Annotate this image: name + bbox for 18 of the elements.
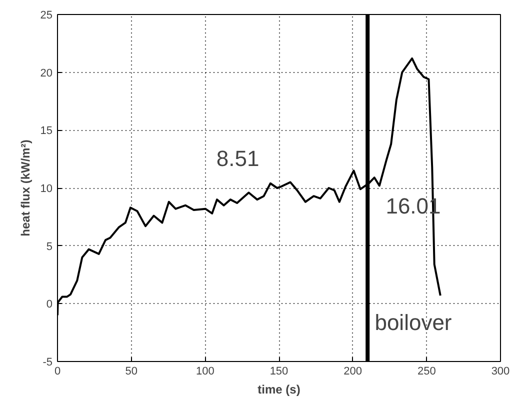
y-tick-label: 0 [46, 298, 53, 311]
y-tick-label: 10 [40, 183, 53, 195]
annotation: 8.51 [216, 146, 260, 171]
y-tick-label: 25 [40, 10, 53, 22]
y-tick-label: 5 [46, 240, 53, 253]
y-tick-label: 20 [40, 67, 53, 80]
x-tick-label: 100 [196, 366, 214, 378]
y-tick-label: -5 [42, 356, 52, 368]
x-tick-label: 200 [344, 366, 362, 378]
x-tick-label: 250 [417, 366, 436, 378]
x-tick-label: 300 [491, 366, 510, 378]
y-axis-title: heat flux (kW/m²) [18, 140, 32, 236]
x-tick-label: 50 [125, 366, 138, 378]
x-tick-label: 150 [270, 366, 288, 378]
annotation: boilover [374, 310, 452, 335]
x-axis-title: time (s) [258, 382, 300, 396]
x-tick-label: 0 [54, 366, 61, 378]
y-tick-label: 15 [40, 125, 53, 138]
